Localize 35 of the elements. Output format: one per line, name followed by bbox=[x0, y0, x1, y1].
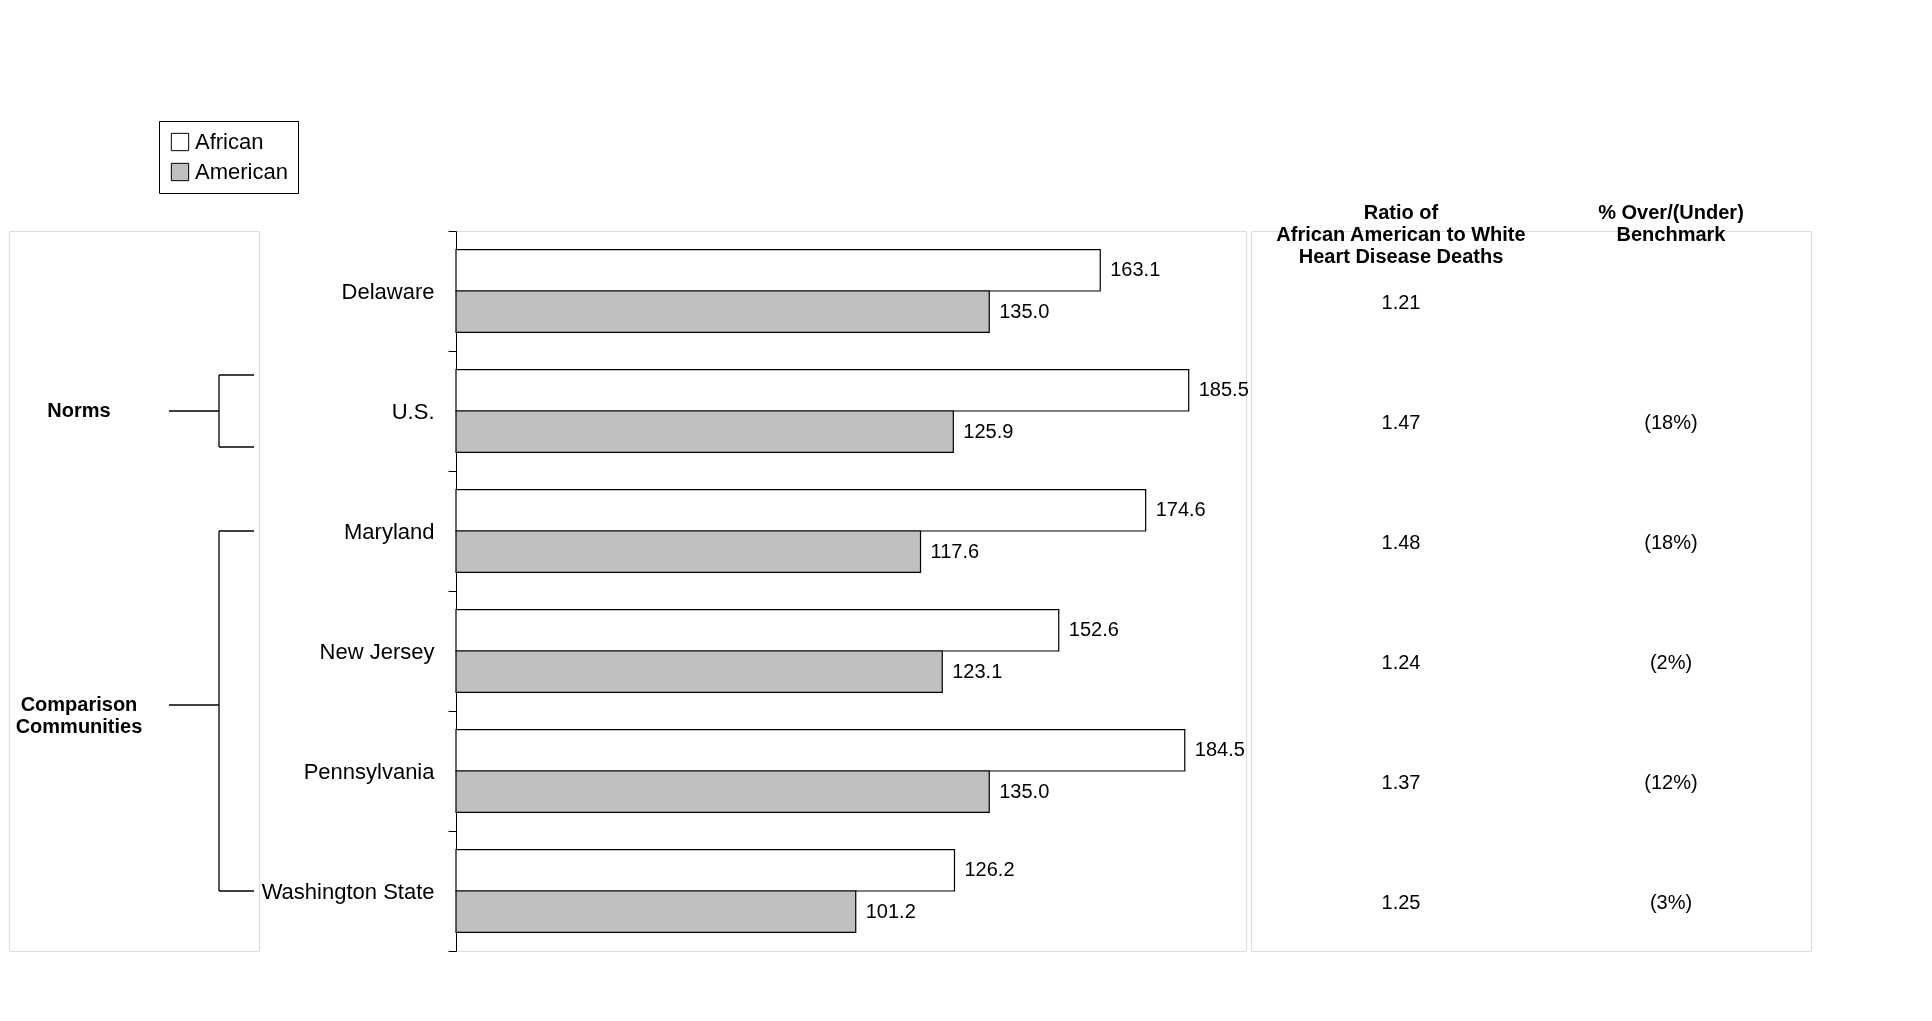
y-tick-label: U.S. bbox=[391, 398, 435, 424]
text: (12%) bbox=[1644, 771, 1698, 793]
text: Comparison Communities bbox=[15, 693, 143, 737]
y-tick-label: Pennsylvania bbox=[303, 758, 436, 784]
text: 1.37 bbox=[1381, 771, 1421, 793]
y-tick-label: Washington State bbox=[261, 878, 435, 904]
data-label: 174.6 bbox=[1155, 498, 1206, 521]
legend-label: African bbox=[195, 129, 264, 154]
text: (18%) bbox=[1644, 411, 1698, 433]
legend-label: American bbox=[195, 159, 288, 184]
text: 1.25 bbox=[1381, 891, 1421, 913]
text: (2%) bbox=[1649, 651, 1693, 673]
text: Ratio of African American to White Heart Disease Deaths bbox=[1276, 201, 1526, 267]
data-label: 163.1 bbox=[1110, 258, 1161, 281]
data-label: 184.5 bbox=[1194, 738, 1245, 761]
data-label: 117.6 bbox=[930, 539, 980, 562]
text: Norms bbox=[47, 399, 111, 421]
data-label: 135.0 bbox=[999, 299, 1050, 322]
text: 1.47 bbox=[1381, 411, 1421, 433]
text: (3%) bbox=[1649, 891, 1693, 913]
text: % Over/(Under) Benchmark bbox=[1598, 201, 1744, 245]
data-label: 123.1 bbox=[952, 659, 1003, 682]
y-tick-label: New Jersey bbox=[319, 638, 435, 664]
data-label: 126.2 bbox=[964, 858, 1015, 881]
data-label: 185.5 bbox=[1198, 378, 1249, 401]
text: 1.21 bbox=[1381, 291, 1421, 313]
data-label: 101.2 bbox=[865, 899, 916, 922]
data-label: 125.9 bbox=[963, 419, 1014, 442]
text: (18%) bbox=[1644, 531, 1698, 553]
y-tick-label: Delaware bbox=[341, 278, 435, 304]
data-label: 152.6 bbox=[1068, 618, 1119, 641]
data-label: 135.0 bbox=[999, 779, 1050, 802]
y-tick-label: Maryland bbox=[344, 518, 435, 544]
text: 1.24 bbox=[1381, 651, 1421, 673]
text: 1.48 bbox=[1381, 531, 1421, 553]
